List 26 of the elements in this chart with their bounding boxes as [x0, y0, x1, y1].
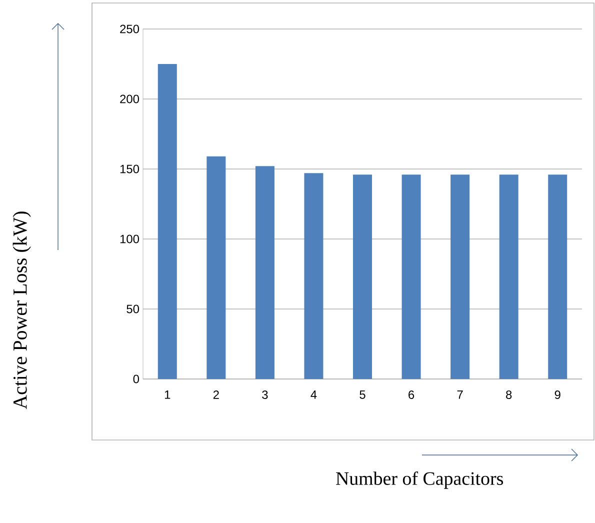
x-tick-label: 9	[554, 390, 560, 399]
bar	[206, 156, 226, 379]
bar	[304, 173, 324, 379]
bar	[450, 174, 470, 379]
x-tick-label: 2	[213, 390, 219, 399]
x-tick-label: 1	[164, 390, 170, 399]
y-tick-label: 200	[120, 94, 140, 104]
bar	[255, 166, 274, 379]
y-tick-label: 100	[120, 234, 140, 244]
x-tick-label: 7	[457, 390, 463, 399]
y-tick-label: 50	[126, 304, 140, 314]
x-tick-label: 4	[310, 390, 317, 399]
x-tick-label: 3	[262, 390, 268, 399]
y-axis-title: Active Power Loss (kW)	[12, 212, 31, 410]
x-axis-title: Number of Capacitors	[336, 471, 504, 489]
x-tick-label: 8	[506, 390, 512, 399]
y-tick-label: 250	[120, 24, 140, 34]
bar	[158, 64, 177, 379]
x-tick-label: 5	[360, 390, 366, 399]
bar	[353, 174, 372, 379]
y-tick-label: 0	[133, 374, 140, 384]
x-tick-label: 6	[408, 390, 414, 399]
bar	[402, 174, 421, 379]
bar	[499, 174, 518, 379]
bar	[548, 174, 568, 379]
y-tick-label: 150	[120, 164, 140, 174]
